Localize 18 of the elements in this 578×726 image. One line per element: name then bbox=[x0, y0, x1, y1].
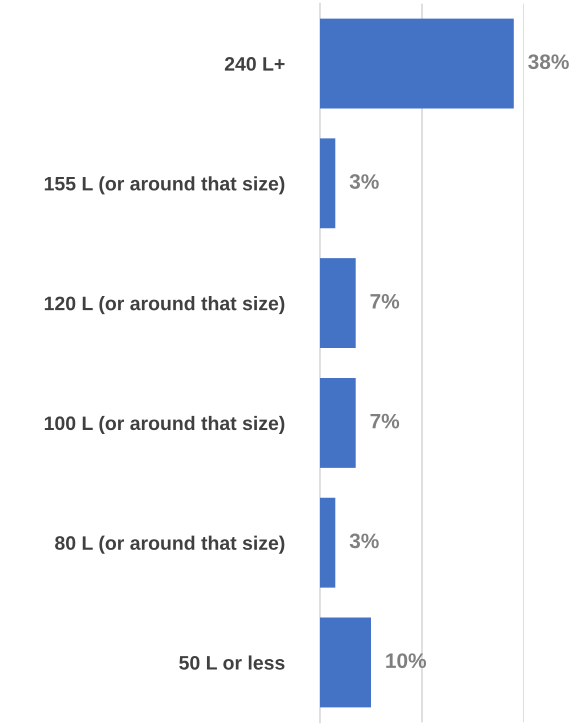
data-label: 7% bbox=[370, 414, 400, 428]
data-label: 10% bbox=[386, 653, 426, 668]
bar bbox=[320, 138, 336, 228]
bar bbox=[320, 18, 514, 108]
y-tick-label: 50 L or less bbox=[179, 655, 284, 670]
bar bbox=[320, 498, 336, 588]
bar bbox=[320, 618, 371, 708]
data-label: 3% bbox=[350, 174, 379, 189]
y-tick-label: 80 L (or around that size) bbox=[55, 536, 284, 554]
y-tick-label: 240 L+ bbox=[224, 56, 284, 71]
bar bbox=[320, 258, 356, 348]
bar bbox=[320, 378, 356, 468]
data-label: 3% bbox=[350, 534, 379, 548]
y-tick-label: 120 L (or around that size) bbox=[44, 296, 284, 314]
data-label: 7% bbox=[370, 294, 400, 309]
y-tick-label: 155 L (or around that size) bbox=[44, 176, 284, 194]
data-label: 38% bbox=[528, 54, 569, 70]
y-tick-label: 100 L (or around that size) bbox=[44, 416, 284, 434]
